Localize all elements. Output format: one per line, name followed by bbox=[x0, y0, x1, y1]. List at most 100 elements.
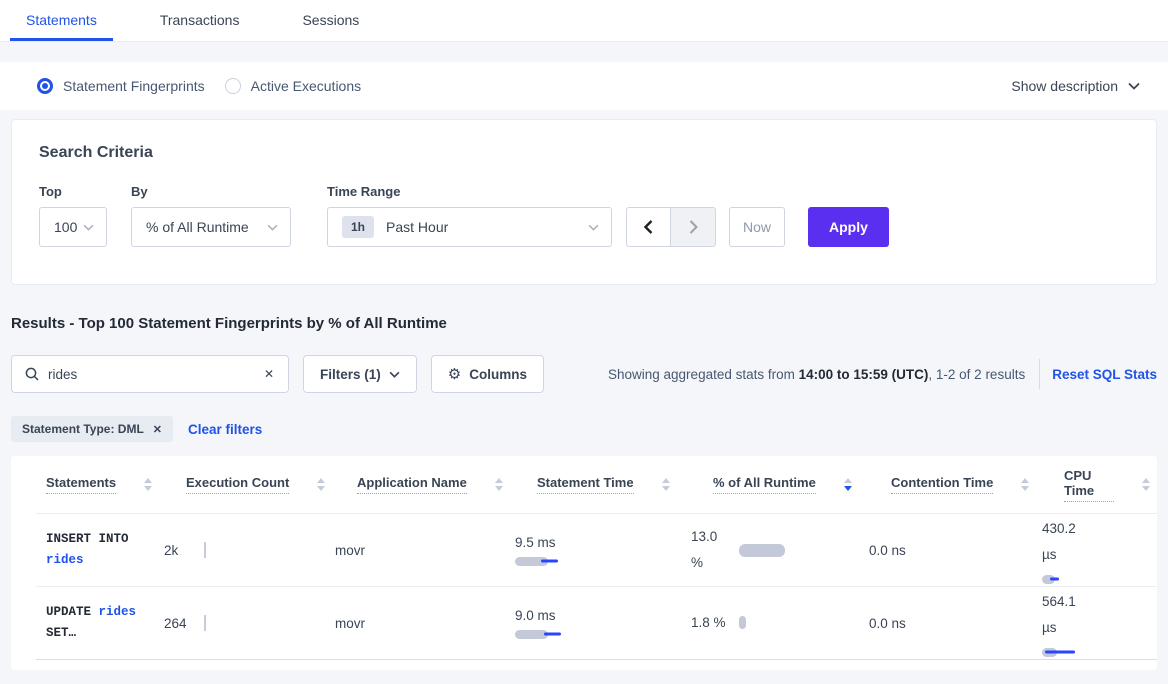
now-button[interactable]: Now bbox=[729, 207, 785, 247]
time-range-badge: 1h bbox=[342, 216, 375, 238]
col-header-execution-count: Execution Count bbox=[186, 475, 357, 494]
col-header-label[interactable]: Statement Time bbox=[537, 475, 634, 494]
sort-icons-active-desc[interactable] bbox=[843, 478, 852, 491]
tab-statements[interactable]: Statements bbox=[10, 0, 113, 41]
filter-chip-statement-type: Statement Type: DML ✕ bbox=[11, 416, 174, 442]
col-header-label[interactable]: % of All Runtime bbox=[713, 475, 816, 494]
search-criteria-card: Search Criteria Top 100 By % of All Runt… bbox=[11, 119, 1157, 285]
sort-icons[interactable] bbox=[144, 478, 153, 491]
col-header-label[interactable]: Contention Time bbox=[891, 475, 994, 494]
search-input[interactable] bbox=[48, 366, 262, 382]
top-tab-bar: Statements Transactions Sessions bbox=[0, 0, 1168, 42]
radio-selected-icon[interactable] bbox=[37, 78, 53, 94]
radio-statement-fingerprints[interactable]: Statement Fingerprints bbox=[37, 78, 205, 94]
sort-icons[interactable] bbox=[494, 478, 503, 491]
previous-range-button[interactable] bbox=[626, 207, 671, 247]
reset-sql-stats-link[interactable]: Reset SQL Stats bbox=[1052, 366, 1157, 382]
radio-active-executions[interactable]: Active Executions bbox=[224, 78, 362, 94]
top-value: 100 bbox=[54, 219, 78, 235]
statement-link[interactable]: rides bbox=[98, 605, 137, 620]
show-description-toggle[interactable]: Show description bbox=[1011, 78, 1140, 94]
time-range-value: Past Hour bbox=[386, 219, 449, 235]
radio-label: Active Executions bbox=[250, 78, 362, 94]
top-label: Top bbox=[39, 184, 62, 199]
gear-icon: ⚙ bbox=[447, 366, 462, 383]
tab-transactions[interactable]: Transactions bbox=[159, 12, 240, 28]
chevron-right-icon bbox=[689, 220, 698, 234]
search-box[interactable]: ✕ bbox=[11, 355, 289, 393]
statements-table: Statements Execution Count Application N… bbox=[11, 456, 1157, 670]
tab-sessions[interactable]: Sessions bbox=[302, 12, 360, 28]
statement-time-cell: 9.5 ms bbox=[515, 535, 691, 566]
top-field: Top 100 bbox=[39, 184, 131, 247]
statement-time-bar bbox=[515, 629, 575, 639]
next-range-button[interactable] bbox=[671, 207, 716, 247]
stats-summary-range: 14:00 to 15:59 (UTC) bbox=[798, 366, 929, 382]
sort-icons[interactable] bbox=[317, 478, 326, 491]
col-header-cpu-time: CPU Time bbox=[1064, 468, 1150, 502]
radio-label: Statement Fingerprints bbox=[63, 78, 205, 94]
statement-time-cell: 9.0 ms bbox=[515, 608, 691, 639]
col-header-label[interactable]: Statements bbox=[46, 475, 117, 494]
stats-summary: Showing aggregated stats from 14:00 to 1… bbox=[608, 366, 1026, 382]
cpu-time-bar bbox=[1042, 647, 1092, 657]
vertical-divider bbox=[1039, 359, 1041, 389]
search-icon bbox=[25, 367, 39, 381]
runtime-pct-cell: 13.0 % bbox=[691, 524, 869, 575]
chevron-left-icon bbox=[644, 220, 653, 234]
execution-count-cell: 264 bbox=[164, 615, 335, 631]
statement-time-bar bbox=[515, 556, 575, 566]
contention-time-cell: 0.0 ns bbox=[869, 542, 906, 558]
clear-filters-link[interactable]: Clear filters bbox=[188, 421, 263, 437]
execution-count-cell: 2k bbox=[164, 542, 335, 558]
col-header-application-name: Application Name bbox=[357, 475, 537, 494]
apply-button[interactable]: Apply bbox=[808, 207, 889, 247]
time-range-step-group bbox=[626, 207, 716, 247]
application-name-cell: movr bbox=[335, 542, 365, 558]
table-row: INSERT INTO rides 2k movr 9.5 ms 13.0 % … bbox=[36, 513, 1157, 586]
chevron-down-icon bbox=[588, 224, 599, 231]
top-select[interactable]: 100 bbox=[39, 207, 107, 247]
cpu-time-bar bbox=[1042, 574, 1092, 584]
by-field: By % of All Runtime bbox=[131, 184, 327, 247]
sort-icons[interactable] bbox=[661, 478, 670, 491]
filter-chip-label: Statement Type: DML bbox=[22, 422, 144, 436]
cpu-time-cell: 564.1 µs bbox=[1042, 589, 1128, 657]
clear-search-icon[interactable]: ✕ bbox=[263, 367, 274, 381]
col-header-label[interactable]: CPU Time bbox=[1064, 468, 1114, 502]
sort-icons[interactable] bbox=[1142, 478, 1150, 491]
statement-link[interactable]: rides bbox=[46, 553, 84, 567]
sort-icons[interactable] bbox=[1021, 478, 1030, 491]
chevron-down-icon bbox=[389, 371, 400, 378]
filters-button-label: Filters (1) bbox=[320, 366, 381, 382]
table-bottom-divider bbox=[36, 659, 1157, 660]
filters-button[interactable]: Filters (1) bbox=[303, 355, 417, 393]
col-header-statements: Statements bbox=[46, 475, 186, 494]
remove-filter-icon[interactable]: ✕ bbox=[152, 423, 163, 436]
columns-button-label: Columns bbox=[469, 366, 527, 382]
radio-unselected-icon[interactable] bbox=[224, 78, 241, 94]
results-controls-row: ✕ Filters (1) ⚙ Columns Showing aggregat… bbox=[11, 355, 1157, 393]
col-header-contention-time: Contention Time bbox=[891, 475, 1064, 494]
col-header-label[interactable]: Application Name bbox=[357, 475, 467, 494]
table-header-row: Statements Execution Count Application N… bbox=[36, 456, 1157, 513]
col-header-label[interactable]: Execution Count bbox=[186, 475, 290, 494]
chevron-down-icon bbox=[1128, 82, 1140, 90]
show-description-label: Show description bbox=[1011, 78, 1118, 94]
runtime-pct-cell: 1.8 % bbox=[691, 610, 869, 636]
cpu-time-cell: 430.2 µs bbox=[1042, 516, 1128, 584]
view-toggle-bar: Statement Fingerprints Active Executions… bbox=[0, 62, 1168, 110]
statement-cell: UPDATE rides SET… bbox=[46, 605, 137, 640]
search-criteria-title: Search Criteria bbox=[39, 144, 153, 161]
chevron-down-icon bbox=[83, 224, 94, 231]
time-range-select[interactable]: 1h Past Hour bbox=[327, 207, 612, 247]
by-select[interactable]: % of All Runtime bbox=[131, 207, 291, 247]
execution-count-bar bbox=[204, 542, 206, 558]
chevron-down-icon bbox=[267, 224, 278, 231]
by-value: % of All Runtime bbox=[146, 219, 249, 235]
application-name-cell: movr bbox=[335, 615, 365, 631]
columns-button[interactable]: ⚙ Columns bbox=[430, 355, 544, 393]
execution-count-bar bbox=[204, 615, 206, 631]
time-range-label: Time Range bbox=[327, 184, 401, 199]
col-header-statement-time: Statement Time bbox=[537, 475, 713, 494]
